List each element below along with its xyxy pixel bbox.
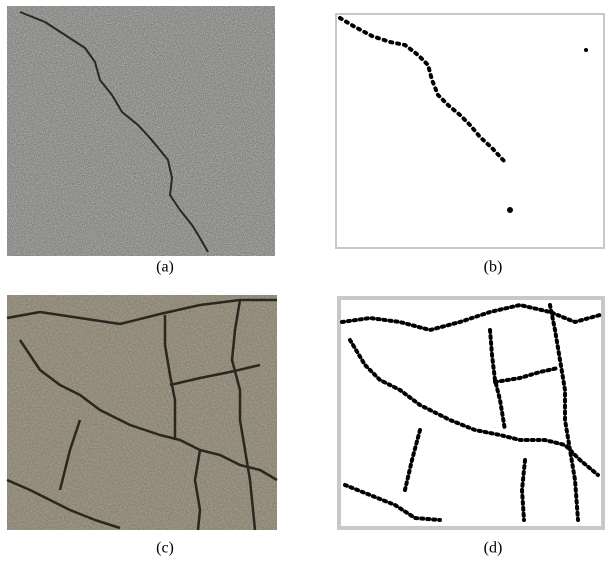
caption: (b) — [484, 259, 503, 276]
photo-c — [7, 295, 277, 530]
binary-b — [336, 14, 604, 248]
caption: (a) — [156, 259, 174, 276]
photo-a — [7, 6, 275, 256]
caption: (d) — [484, 540, 503, 557]
figure: (a) (b) (c) (d) — [0, 0, 605, 564]
caption: (c) — [156, 540, 174, 557]
binary-d — [339, 298, 603, 528]
